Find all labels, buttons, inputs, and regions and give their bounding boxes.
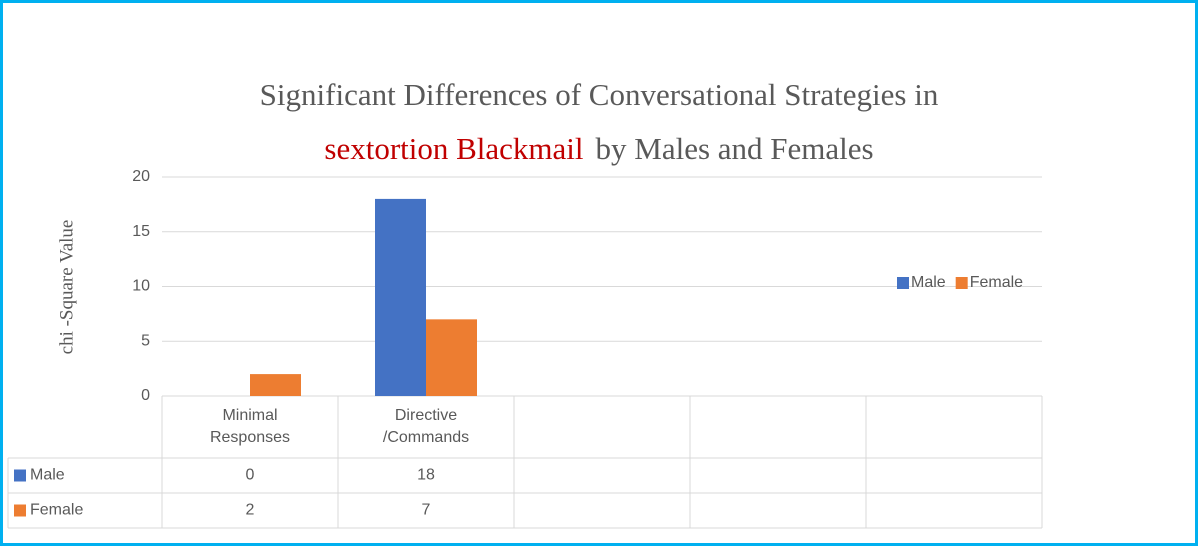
bar: [375, 198, 426, 396]
y-tick-label: 15: [132, 223, 150, 240]
title-highlight: sextortion Blackmail: [324, 131, 583, 166]
bar: [426, 319, 477, 396]
x-tick-label: Minimal Responses: [210, 407, 290, 446]
y-tick-label: 10: [132, 278, 150, 295]
table-legend-key: [14, 469, 26, 482]
table-value: 0: [246, 467, 255, 484]
y-axis-title: chi -Square Value: [56, 220, 77, 355]
chart-title-line2: sextortion Blackmail by Males and Females: [324, 131, 873, 166]
y-tick-label: 20: [132, 168, 150, 185]
legend-key: [955, 277, 968, 289]
legend-label: Male: [911, 274, 946, 291]
table-series-name: Male: [30, 467, 65, 484]
table-legend-key: [14, 504, 26, 517]
table-value: 18: [417, 467, 435, 484]
chart-title: Significant Differences of Conversationa…: [260, 77, 939, 112]
legend-label: Female: [970, 274, 1023, 291]
y-tick-label: 0: [141, 387, 150, 404]
table-value: 7: [422, 502, 431, 519]
title-rest: by Males and Females: [596, 131, 874, 166]
y-tick-label: 5: [141, 332, 150, 349]
x-tick-label: Directive/Commands: [383, 407, 469, 446]
table-value: 2: [246, 502, 255, 519]
bar: [250, 374, 301, 396]
legend-key: [897, 277, 909, 289]
table-series-name: Female: [30, 502, 83, 519]
